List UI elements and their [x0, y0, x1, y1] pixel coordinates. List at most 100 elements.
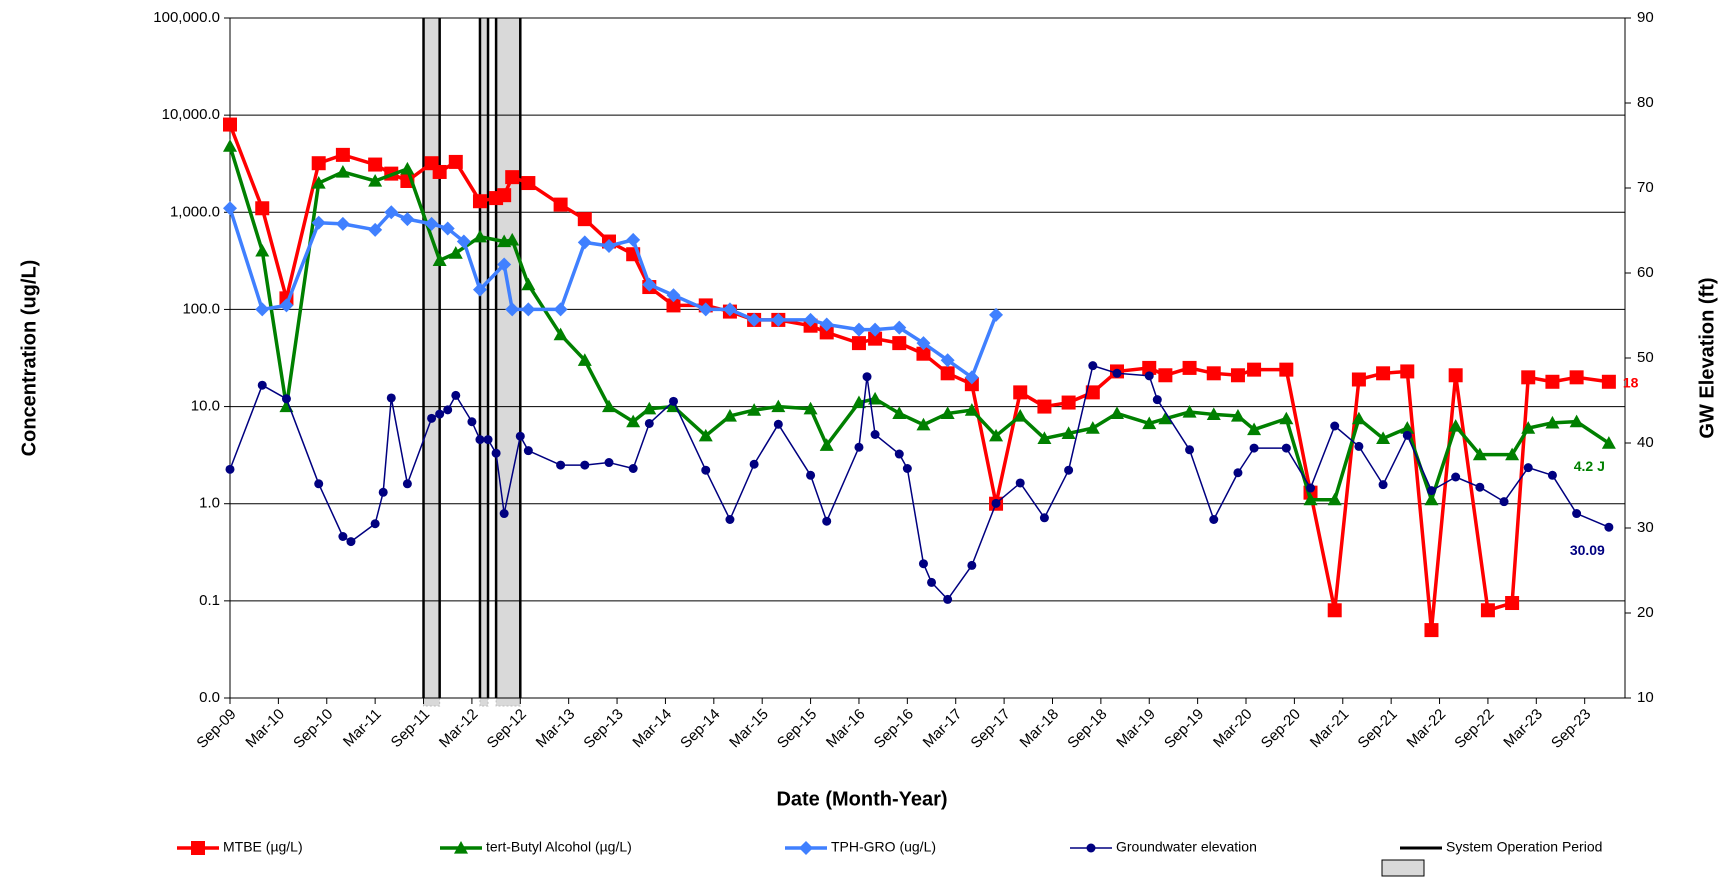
marker: [642, 401, 657, 415]
marker: [1206, 407, 1221, 421]
marker: [666, 288, 681, 303]
marker: [819, 438, 834, 451]
y-tick-label: 1,000.0: [170, 203, 220, 220]
y2-tick-label: 50: [1637, 349, 1654, 366]
y2-tick-label: 80: [1637, 94, 1654, 111]
x-tick-label: Sep-13: [580, 706, 626, 752]
y-tick-label: 10,000.0: [162, 106, 220, 123]
marker: [806, 470, 816, 480]
marker: [1330, 421, 1340, 431]
marker: [1424, 623, 1439, 638]
marker: [644, 418, 654, 428]
marker: [456, 234, 471, 249]
marker: [1327, 603, 1342, 618]
marker: [1376, 366, 1391, 381]
marker: [448, 246, 463, 259]
marker: [964, 370, 979, 385]
marker: [1545, 415, 1560, 429]
marker: [991, 498, 1001, 508]
marker: [475, 435, 485, 445]
marker: [255, 201, 270, 216]
marker: [223, 117, 237, 132]
marker: [1426, 486, 1436, 496]
marker: [1351, 411, 1366, 425]
marker: [577, 235, 592, 250]
marker: [771, 312, 786, 327]
marker: [1354, 441, 1364, 451]
marker: [604, 458, 614, 468]
marker: [1158, 368, 1173, 383]
marker: [892, 320, 907, 335]
marker: [580, 460, 590, 470]
marker: [521, 277, 536, 291]
x-tick-label: Mar-20: [1210, 706, 1256, 752]
marker: [851, 322, 866, 337]
marker: [448, 154, 463, 169]
x-tick-label: Sep-16: [871, 706, 917, 752]
marker: [1327, 492, 1342, 506]
marker: [668, 396, 678, 406]
marker: [943, 594, 953, 604]
marker: [1451, 472, 1461, 482]
marker: [916, 417, 931, 431]
marker: [1569, 414, 1584, 428]
marker: [386, 393, 396, 403]
marker: [368, 222, 383, 237]
y-tick-label: 0.0: [199, 689, 220, 706]
marker: [870, 430, 880, 439]
x-tick-label: Sep-18: [1064, 706, 1110, 752]
marker: [255, 243, 270, 257]
marker: [314, 479, 324, 489]
marker: [1086, 843, 1096, 853]
marker: [1109, 406, 1124, 420]
marker: [483, 435, 493, 445]
marker: [368, 173, 383, 187]
marker: [553, 302, 568, 317]
marker: [384, 205, 399, 220]
marker: [1279, 411, 1294, 425]
marker: [989, 428, 1004, 442]
marker: [803, 312, 818, 327]
marker: [346, 537, 356, 547]
operation-band: [423, 17, 441, 707]
marker: [868, 391, 883, 405]
marker: [1061, 426, 1076, 439]
x-tick-label: Sep-10: [290, 706, 336, 752]
marker: [515, 431, 525, 441]
marker: [281, 394, 291, 404]
marker: [918, 559, 928, 569]
marker: [927, 577, 937, 587]
marker: [1249, 443, 1259, 453]
marker: [435, 409, 445, 419]
marker: [523, 446, 533, 456]
marker: [1233, 468, 1243, 478]
marker: [1400, 364, 1415, 379]
end-label: 4.2 J: [1574, 458, 1605, 474]
marker: [1085, 421, 1100, 434]
marker: [1247, 422, 1262, 436]
marker: [1088, 361, 1098, 371]
y-tick-label: 100,000.0: [153, 9, 220, 26]
marker: [1601, 436, 1616, 449]
marker: [771, 399, 786, 413]
marker: [1400, 421, 1415, 434]
marker: [698, 302, 713, 317]
x-tick-label: Mar-14: [629, 706, 675, 752]
marker: [472, 194, 487, 209]
marker: [666, 298, 681, 313]
marker: [577, 353, 592, 366]
y-tick-label: 0.1: [199, 592, 220, 609]
marker: [1604, 522, 1614, 532]
marker: [1523, 463, 1533, 473]
x-tick-label: Mar-18: [1017, 706, 1063, 752]
marker: [467, 417, 477, 427]
marker: [628, 464, 638, 473]
marker: [1475, 482, 1485, 492]
legend-label: tert-Butyl Alcohol (µg/L): [486, 839, 632, 855]
marker: [964, 403, 979, 416]
marker: [335, 147, 350, 162]
marker: [1521, 370, 1536, 385]
marker: [1230, 408, 1245, 422]
x-tick-label: Mar-21: [1307, 706, 1353, 752]
x-tick-label: Mar-12: [436, 706, 482, 752]
